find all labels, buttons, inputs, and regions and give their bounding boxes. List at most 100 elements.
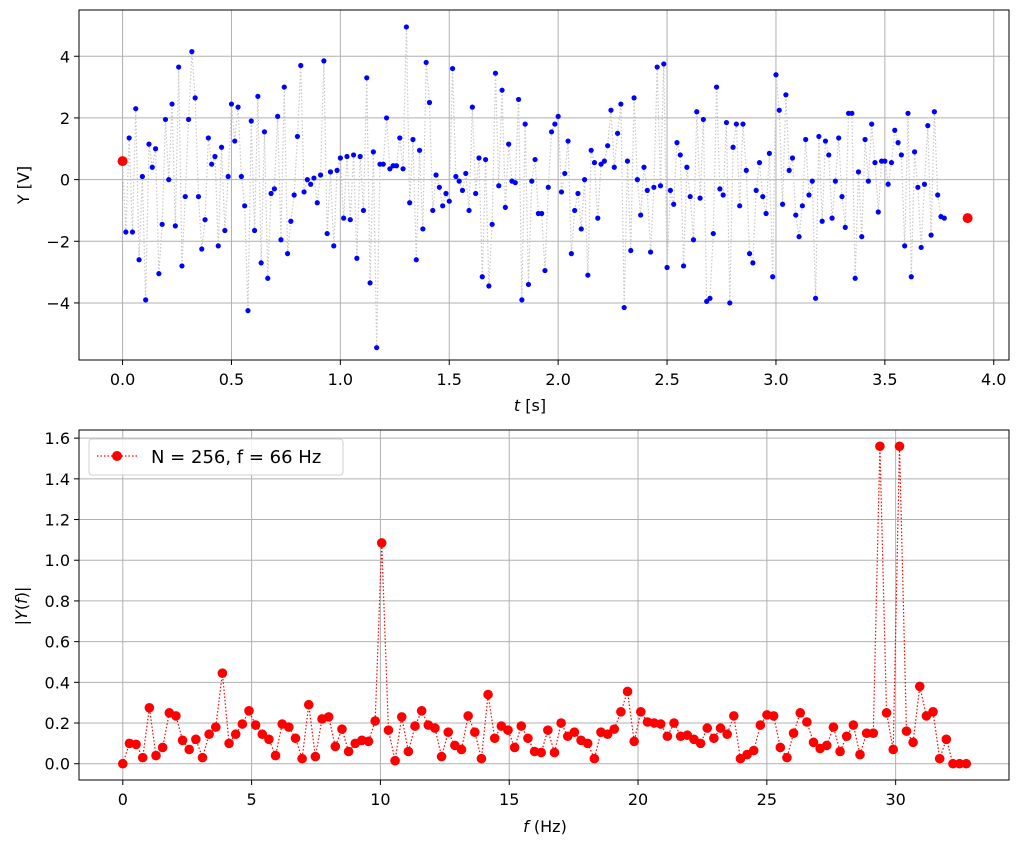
data-point — [961, 758, 972, 769]
legend-box — [88, 438, 344, 476]
data-point — [826, 152, 832, 158]
data-point — [257, 729, 268, 740]
data-point — [177, 735, 188, 746]
data-point — [892, 127, 898, 133]
data-point — [690, 237, 697, 243]
data-point — [636, 707, 646, 717]
y-ticks: −4 −2 0 2 4 — [46, 47, 79, 313]
x-tick-label: 20 — [628, 790, 648, 809]
data-point — [354, 255, 360, 261]
data-point — [347, 217, 353, 223]
data-point — [244, 706, 254, 716]
data-point — [855, 749, 865, 760]
data-point — [667, 187, 673, 193]
x-tick-label: 0 — [118, 790, 128, 809]
data-point — [868, 728, 879, 738]
data-point — [456, 178, 462, 184]
data-point — [776, 107, 782, 113]
data-point — [788, 728, 799, 738]
data-point — [849, 110, 855, 116]
data-point — [327, 169, 334, 175]
highlighted-points — [117, 156, 973, 224]
y-tick-label: −2 — [46, 232, 70, 251]
highlight-point — [117, 156, 128, 167]
y-tick-label: 0.0 — [45, 755, 70, 774]
data-point — [212, 153, 218, 160]
data-point — [515, 96, 522, 103]
data-point — [228, 101, 235, 107]
data-point — [469, 104, 475, 110]
data-point — [565, 138, 571, 144]
data-point — [821, 740, 832, 751]
data-point — [383, 725, 394, 735]
data-point — [143, 297, 149, 303]
x-tick-label: 3.5 — [872, 370, 897, 389]
data-point — [760, 193, 766, 200]
data-point — [525, 281, 532, 288]
data-point — [129, 229, 136, 235]
data-point — [894, 441, 905, 452]
data-point — [151, 750, 161, 761]
data-point — [334, 167, 340, 173]
data-point — [902, 243, 908, 249]
data-point — [662, 731, 673, 742]
data-point — [265, 275, 271, 281]
data-point — [782, 752, 792, 763]
data-point — [582, 738, 593, 749]
data-point — [723, 119, 730, 126]
data-point — [802, 717, 812, 727]
data-point — [298, 62, 304, 69]
data-point — [284, 251, 291, 257]
data-point — [430, 723, 440, 733]
data-point — [657, 183, 664, 189]
data-point — [539, 210, 545, 217]
grid — [79, 10, 1009, 360]
data-point — [875, 209, 881, 215]
data-point — [803, 136, 809, 143]
data-point — [641, 164, 647, 170]
data-point — [624, 158, 631, 164]
data-point — [631, 95, 637, 101]
data-point — [337, 155, 343, 161]
data-point — [420, 226, 426, 232]
data-point — [779, 201, 786, 207]
data-point — [222, 227, 228, 234]
data-point — [664, 264, 670, 271]
data-point — [647, 249, 654, 255]
data-point — [278, 237, 284, 243]
data-point — [512, 180, 518, 186]
y-tick-label: 0 — [60, 171, 70, 190]
data-point — [304, 177, 310, 183]
data-point — [519, 297, 525, 303]
data-point — [281, 84, 287, 90]
data-point — [835, 746, 845, 757]
data-point — [585, 272, 591, 278]
data-point — [786, 167, 792, 173]
data-point — [205, 135, 211, 141]
data-point — [885, 181, 891, 187]
data-point — [695, 738, 706, 749]
data-point — [275, 113, 281, 119]
data-point — [872, 160, 878, 166]
data-point — [799, 203, 805, 209]
data-point — [808, 737, 819, 748]
data-point — [661, 61, 667, 67]
data-point — [179, 263, 185, 269]
data-point — [374, 345, 380, 351]
data-point — [911, 149, 918, 155]
data-point — [291, 192, 297, 198]
data-point — [569, 727, 580, 737]
data-point — [297, 753, 307, 764]
data-point — [436, 184, 442, 190]
data-point — [852, 275, 858, 281]
data-point — [901, 726, 912, 736]
data-point — [416, 147, 423, 153]
x-tick-label: 1.0 — [328, 370, 353, 389]
data-point — [558, 189, 565, 195]
signal-line — [121, 26, 945, 348]
data-point — [536, 747, 547, 758]
data-point — [709, 733, 719, 744]
data-point — [914, 681, 925, 692]
data-point — [232, 138, 238, 144]
data-point — [832, 178, 838, 184]
